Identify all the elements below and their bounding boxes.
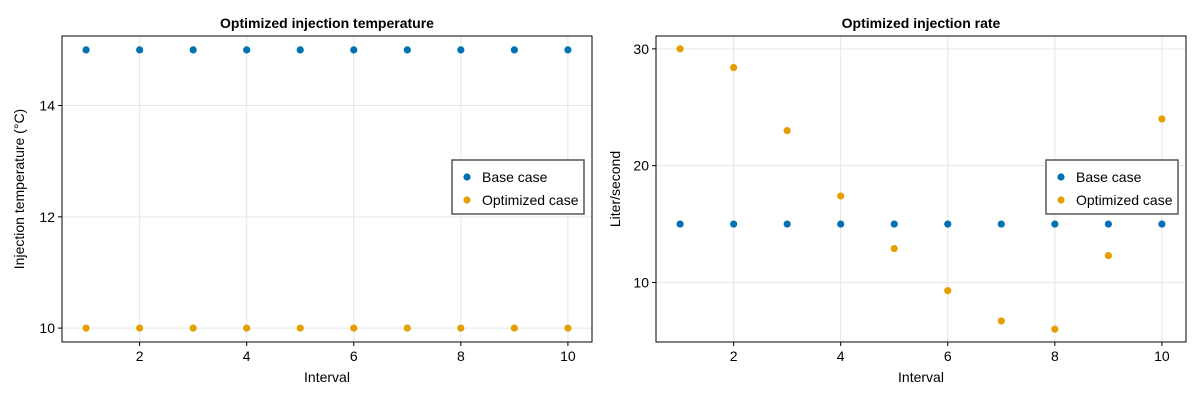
data-point: [783, 220, 791, 228]
chart-title: Optimized injection temperature: [220, 15, 434, 31]
y-tick-label: 10: [633, 274, 649, 290]
x-tick-label: 4: [837, 348, 845, 364]
data-point: [730, 220, 738, 228]
data-point: [1158, 220, 1166, 228]
chart-panel-2: 2 4 6 8 10 10 20 30 Optimized injection rate Inte…: [607, 15, 1187, 385]
data-point: [82, 324, 90, 332]
data-point: [189, 324, 197, 332]
data-point: [243, 46, 251, 54]
data-point: [730, 63, 738, 72]
data-point: [997, 317, 1005, 325]
x-axis-label: Interval: [898, 369, 944, 385]
data-point: [837, 192, 845, 200]
legend-label: Optimized case: [1076, 192, 1173, 208]
plot-frame: [655, 35, 1187, 343]
legend-label: Optimized case: [482, 192, 579, 208]
legend: Base case Optimized case: [1045, 159, 1179, 215]
data-point: [457, 46, 465, 54]
x-tick-label: 8: [457, 348, 465, 364]
legend: Base case Optimized case: [451, 159, 585, 215]
data-point: [82, 46, 90, 54]
data-point: [403, 46, 411, 54]
x-tick-label: 10: [560, 348, 576, 364]
data-point: [997, 220, 1005, 228]
data-point: [296, 46, 304, 54]
data-point: [1158, 115, 1166, 123]
x-tick-label: 8: [1051, 348, 1059, 364]
data-point: [890, 244, 898, 253]
data-point: [510, 324, 518, 332]
data-point: [136, 46, 144, 54]
x-tick-label: 6: [944, 348, 952, 364]
y-axis-label: Liter/second: [607, 151, 623, 227]
data-point: [944, 220, 952, 228]
data-point: [837, 220, 845, 228]
data-point: [510, 46, 518, 54]
legend-label: Base case: [1076, 169, 1142, 185]
data-point: [676, 220, 684, 228]
legend-box: [1045, 159, 1179, 215]
legend-marker: [1057, 196, 1065, 204]
x-tick-label: 10: [1154, 348, 1170, 364]
x-tick-label: 2: [730, 348, 738, 364]
data-point: [296, 324, 304, 332]
y-tick-label: 20: [633, 158, 649, 174]
data-point: [944, 287, 952, 295]
chart-panel-1: 2 4 6 8 10 10 12 14 Optimized injection temperat…: [11, 15, 593, 385]
x-tick-label: 2: [136, 348, 144, 364]
data-point: [457, 324, 465, 332]
data-point: [243, 324, 251, 332]
y-tick-label: 30: [633, 41, 649, 57]
data-point: [783, 127, 791, 135]
data-point: [1051, 220, 1059, 228]
plot-frame: [61, 35, 593, 343]
legend-marker: [463, 196, 471, 204]
data-point: [1051, 325, 1059, 333]
x-axis-label: Interval: [304, 369, 350, 385]
legend-box: [451, 159, 585, 215]
y-tick-label: 12: [39, 209, 55, 225]
x-tick-label: 4: [243, 348, 251, 364]
data-point: [403, 324, 411, 332]
y-tick-label: 10: [39, 320, 55, 336]
x-tick-label: 6: [350, 348, 358, 364]
data-point: [1104, 220, 1112, 228]
data-point: [564, 324, 572, 332]
data-point: [189, 46, 197, 54]
legend-label: Base case: [482, 169, 548, 185]
data-point: [350, 46, 358, 54]
chart-title: Optimized injection rate: [842, 15, 1001, 31]
data-point: [1104, 251, 1112, 260]
y-axis-label: Injection temperature (°C): [11, 109, 27, 269]
legend-marker: [463, 173, 471, 181]
data-point: [564, 46, 572, 54]
data-point: [136, 324, 144, 332]
data-point: [350, 324, 358, 332]
legend-marker: [1057, 173, 1065, 181]
y-tick-label: 14: [39, 98, 55, 114]
data-point: [676, 45, 684, 53]
data-point: [890, 220, 898, 228]
